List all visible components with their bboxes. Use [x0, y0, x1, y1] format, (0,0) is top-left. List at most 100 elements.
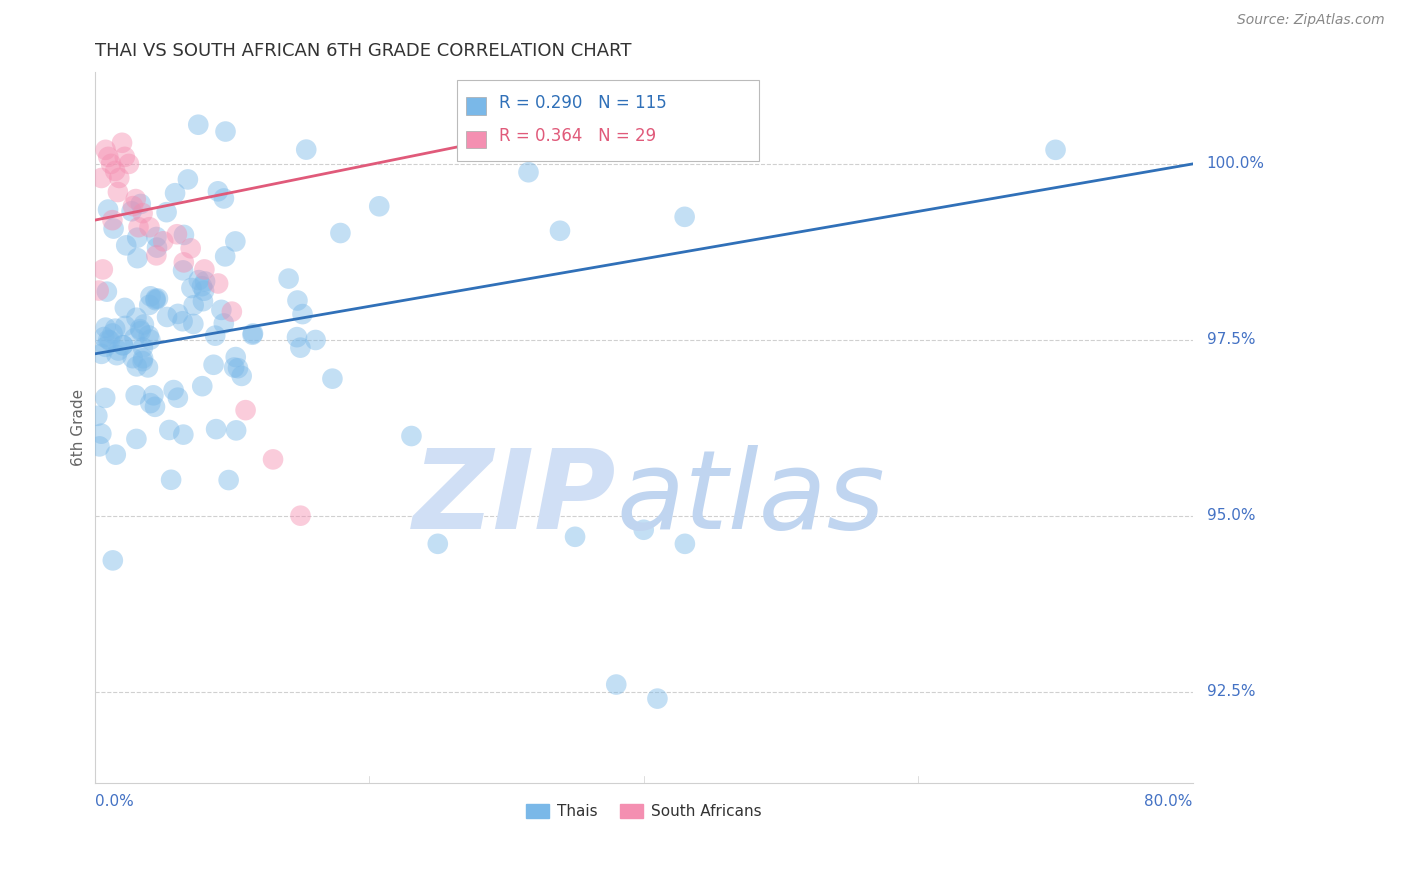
Text: ZIP: ZIP	[413, 445, 616, 552]
Bar	[465, 97, 485, 115]
Point	[304, 333, 326, 347]
Text: 95.0%: 95.0%	[1206, 508, 1256, 524]
Point	[146, 292, 169, 306]
Point	[235, 403, 257, 417]
Point	[124, 331, 146, 345]
Bar	[457, 79, 759, 161]
Point	[172, 263, 194, 277]
Point	[207, 184, 229, 198]
Point	[121, 204, 143, 219]
Point	[108, 171, 131, 186]
Point	[157, 423, 180, 437]
Point	[128, 220, 150, 235]
Point	[212, 191, 235, 205]
Point	[87, 284, 110, 298]
Point	[517, 165, 540, 179]
Point	[155, 205, 177, 219]
Point	[191, 294, 214, 309]
Point	[277, 271, 299, 285]
Point	[112, 338, 135, 352]
Point	[143, 400, 166, 414]
Point	[180, 281, 202, 295]
Point	[101, 213, 124, 227]
Point	[111, 136, 134, 150]
Point	[91, 262, 114, 277]
Point	[321, 372, 343, 386]
Point	[90, 426, 112, 441]
Point	[129, 324, 152, 338]
Point	[214, 249, 236, 263]
Point	[97, 202, 120, 217]
Point	[114, 318, 136, 333]
Point	[93, 330, 115, 344]
Point	[204, 328, 226, 343]
Point	[129, 322, 152, 336]
Point	[290, 341, 312, 355]
Point	[145, 230, 167, 244]
Point	[86, 409, 108, 423]
Point	[139, 289, 162, 303]
Point	[191, 279, 214, 293]
Point	[136, 360, 159, 375]
Point	[173, 255, 195, 269]
Point	[262, 452, 284, 467]
Text: THAI VS SOUTH AFRICAN 6TH GRADE CORRELATION CHART: THAI VS SOUTH AFRICAN 6TH GRADE CORRELAT…	[94, 42, 631, 60]
Point	[291, 307, 314, 321]
Point	[156, 310, 179, 324]
Point	[193, 262, 215, 277]
Point	[287, 293, 309, 308]
Point	[329, 226, 352, 240]
Point	[225, 350, 247, 364]
Point	[224, 360, 246, 375]
Point	[426, 537, 449, 551]
Point	[290, 508, 312, 523]
Point	[145, 248, 167, 262]
Point	[633, 523, 655, 537]
Text: 0.0%: 0.0%	[94, 794, 134, 808]
Point	[104, 164, 127, 178]
Point	[139, 333, 162, 347]
Point	[166, 227, 188, 242]
Point	[146, 241, 169, 255]
Point	[122, 199, 145, 213]
Point	[165, 186, 187, 201]
Point	[90, 171, 112, 186]
Point	[127, 230, 149, 244]
Point	[205, 422, 228, 436]
Point	[183, 298, 205, 312]
Point	[242, 326, 264, 341]
Point	[104, 448, 127, 462]
Point	[131, 354, 153, 368]
Point	[94, 143, 117, 157]
Point	[125, 388, 148, 402]
Point	[191, 379, 214, 393]
Point	[202, 358, 225, 372]
Point	[132, 318, 155, 332]
Point	[121, 351, 143, 366]
Text: atlas: atlas	[616, 445, 884, 552]
Point	[225, 423, 247, 437]
Point	[152, 234, 174, 248]
Point	[139, 396, 162, 410]
Point	[295, 143, 318, 157]
Point	[207, 277, 229, 291]
Point	[94, 391, 117, 405]
Point	[231, 368, 253, 383]
Point	[368, 199, 391, 213]
Point	[114, 301, 136, 315]
Point	[145, 293, 167, 308]
Point	[172, 314, 194, 328]
Point	[242, 327, 264, 342]
Text: 97.5%: 97.5%	[1206, 333, 1256, 347]
Point	[187, 118, 209, 132]
Point	[97, 150, 120, 164]
Point	[605, 677, 627, 691]
Point	[166, 391, 188, 405]
Point	[98, 334, 121, 348]
Point	[111, 338, 134, 352]
Text: 100.0%: 100.0%	[1206, 156, 1264, 171]
Text: R = 0.290   N = 115: R = 0.290 N = 115	[499, 94, 666, 112]
Point	[167, 307, 190, 321]
Point	[107, 343, 129, 358]
Point	[129, 197, 152, 211]
